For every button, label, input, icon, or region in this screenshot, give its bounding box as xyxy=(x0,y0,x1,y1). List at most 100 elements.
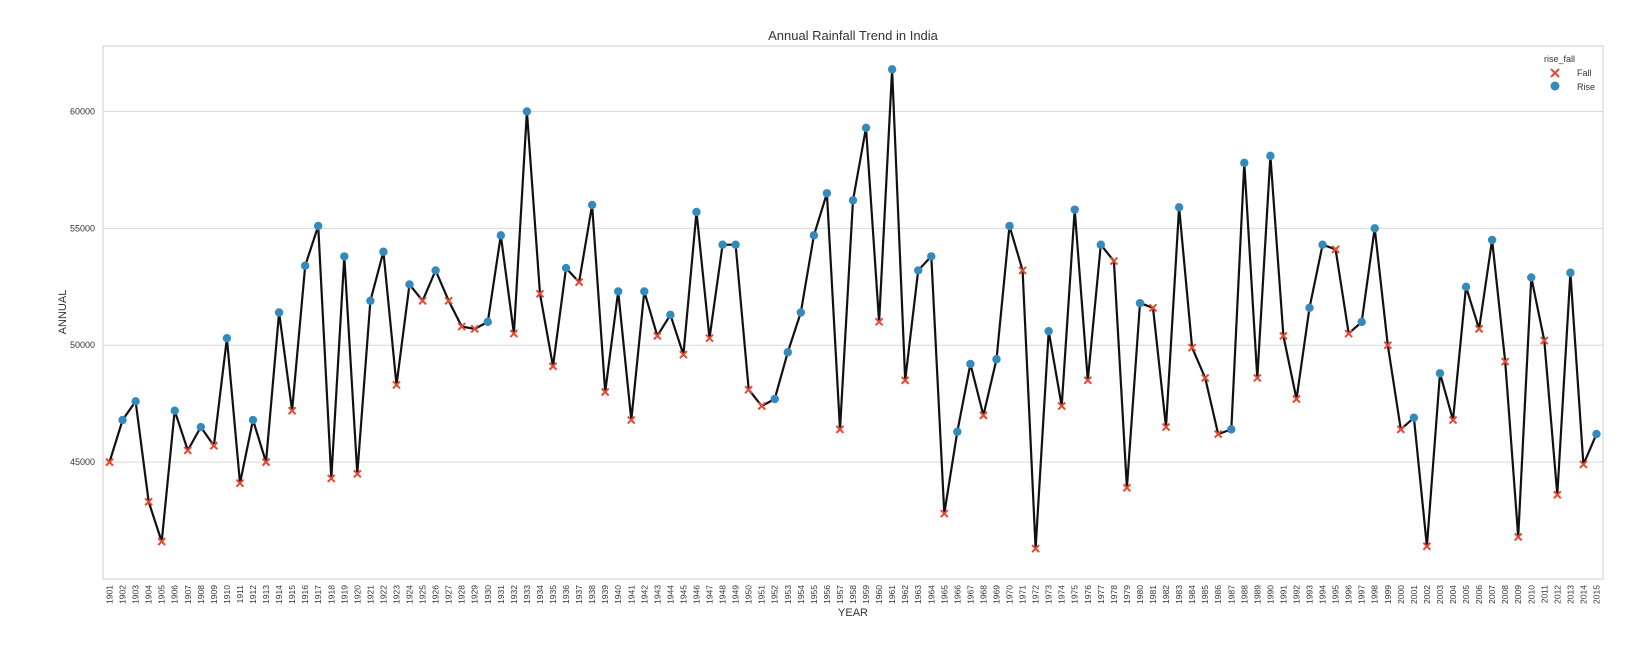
data-point-rise xyxy=(1266,151,1275,161)
data-point-rise xyxy=(848,196,858,205)
data-point-fall xyxy=(287,406,297,415)
fall-marker-icon xyxy=(1550,68,1560,78)
data-point-fall xyxy=(744,385,753,394)
data-point-fall xyxy=(1200,373,1210,383)
data-point-rise xyxy=(914,266,923,275)
x-tick-label: 1969 xyxy=(992,585,1002,604)
rise-marker-icon xyxy=(1550,81,1560,91)
data-point-rise xyxy=(1005,221,1014,231)
x-tick-label: 2001 xyxy=(1409,585,1419,604)
x-tick-label: 1925 xyxy=(418,585,428,604)
data-point-rise xyxy=(379,247,388,256)
x-tick-label: 1939 xyxy=(600,585,610,604)
marker-group xyxy=(105,65,1601,553)
x-tick-label: 1997 xyxy=(1357,585,1367,604)
data-point-rise xyxy=(770,394,779,404)
data-point-rise xyxy=(248,415,258,425)
data-point-rise xyxy=(1318,240,1327,249)
data-point-rise xyxy=(692,207,701,217)
x-tick-label: 1960 xyxy=(874,585,884,604)
grid xyxy=(103,110,1603,463)
x-tick-label: 1979 xyxy=(1122,585,1132,604)
data-point-rise xyxy=(314,221,323,231)
x-tick-label: 1962 xyxy=(900,585,910,604)
data-point-fall xyxy=(940,509,949,518)
y-tick-label: 60000 xyxy=(70,106,95,116)
x-tick-label: 1901 xyxy=(105,585,115,604)
x-tick-label: 1961 xyxy=(887,585,897,604)
x-tick-label: 1978 xyxy=(1109,585,1119,604)
data-point-rise xyxy=(1592,429,1601,439)
x-tick-label: 1982 xyxy=(1161,585,1171,604)
x-tick-label: 2004 xyxy=(1448,585,1458,604)
x-tick-label: 1905 xyxy=(157,585,167,604)
x-tick-label: 1976 xyxy=(1083,585,1093,604)
data-point-rise xyxy=(822,189,832,198)
x-tick-label: 2010 xyxy=(1526,585,1536,604)
data-point-rise xyxy=(1135,298,1145,308)
data-point-fall xyxy=(105,457,114,467)
x-tick-label: 1938 xyxy=(587,585,597,604)
data-point-fall xyxy=(1292,394,1301,404)
x-tick-label: 1954 xyxy=(796,585,806,604)
x-tick-label: 1932 xyxy=(509,585,519,604)
x-tick-label: 1964 xyxy=(926,585,936,604)
data-point-rise xyxy=(1070,205,1079,214)
x-tick-label: 1952 xyxy=(770,585,780,604)
data-point-fall xyxy=(327,474,336,483)
x-tick-label: 2011 xyxy=(1539,585,1549,604)
x-tick-label: 1975 xyxy=(1070,585,1080,604)
x-tick-label: 1990 xyxy=(1265,585,1275,604)
data-point-fall xyxy=(679,350,688,359)
data-point-fall xyxy=(353,469,362,479)
x-tick-label: 1924 xyxy=(405,585,415,604)
x-tick-label: 1953 xyxy=(783,585,793,604)
y-tick-label: 55000 xyxy=(70,223,95,233)
data-point-rise xyxy=(1527,273,1536,282)
x-tick-label: 1920 xyxy=(352,585,362,604)
data-point-rise xyxy=(561,263,571,273)
data-point-fall xyxy=(1514,532,1523,542)
data-point-rise xyxy=(1487,235,1497,245)
x-tick-label: 1971 xyxy=(1018,585,1028,604)
data-point-rise xyxy=(222,334,232,343)
data-point-rise xyxy=(731,240,740,249)
data-point-rise xyxy=(1044,327,1053,336)
data-point-fall xyxy=(157,537,166,546)
data-point-fall xyxy=(535,289,545,299)
x-tick-label: 2008 xyxy=(1500,585,1510,604)
x-tick-label: 1980 xyxy=(1135,585,1145,604)
x-tick-label: 1963 xyxy=(913,585,923,604)
x-tick-label: 1985 xyxy=(1200,585,1210,604)
x-tick-label: 1907 xyxy=(183,585,193,604)
x-axis-label: YEAR xyxy=(838,607,868,619)
data-point-fall xyxy=(209,441,219,450)
y-tick-label: 45000 xyxy=(70,457,95,467)
data-point-fall xyxy=(705,334,714,343)
x-tick-label: 1940 xyxy=(613,585,623,604)
data-point-fall xyxy=(1422,542,1432,551)
data-point-fall xyxy=(835,425,845,434)
data-point-fall xyxy=(1057,401,1066,411)
data-point-rise xyxy=(300,261,310,270)
x-tick-label: 1957 xyxy=(835,585,845,604)
data-point-fall xyxy=(1083,376,1092,385)
x-tick-label: 1918 xyxy=(326,585,336,604)
x-tick-label: 2009 xyxy=(1513,585,1523,604)
data-point-rise xyxy=(992,355,1001,364)
x-tick-label: 1966 xyxy=(952,585,962,604)
x-tick-label: 1916 xyxy=(300,585,310,604)
data-point-rise xyxy=(170,406,179,415)
x-tick-label: 1909 xyxy=(209,585,219,604)
data-point-rise xyxy=(783,348,792,357)
data-point-rise xyxy=(431,266,440,275)
x-tick-label: 1984 xyxy=(1187,585,1197,604)
data-point-fall xyxy=(1579,460,1588,469)
x-tick-label: 1903 xyxy=(131,585,141,604)
x-tick-label: 1911 xyxy=(235,585,245,604)
data-point-fall xyxy=(874,317,884,327)
data-point-rise xyxy=(366,296,375,306)
x-tick-label: 1904 xyxy=(144,585,154,604)
x-tick-label: 1987 xyxy=(1226,585,1236,604)
